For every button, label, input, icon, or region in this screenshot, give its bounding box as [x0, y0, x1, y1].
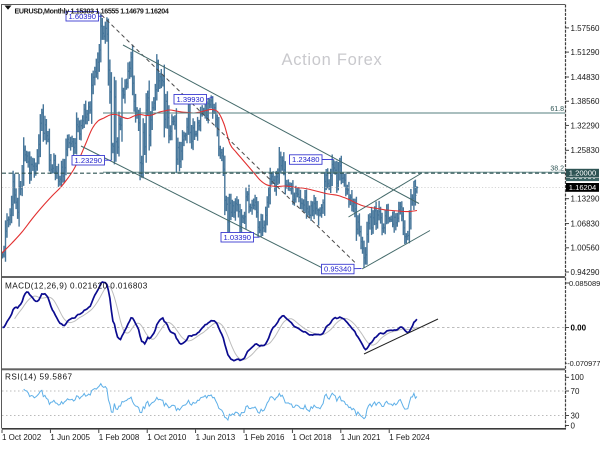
svg-text:1.20000: 1.20000	[569, 169, 596, 178]
svg-text:1 Jun 2013: 1 Jun 2013	[196, 433, 236, 442]
svg-text:1 Oct 2002: 1 Oct 2002	[2, 433, 42, 442]
svg-text:30: 30	[571, 411, 580, 420]
svg-text:0.085089: 0.085089	[569, 279, 600, 288]
svg-text:0.00: 0.00	[571, 323, 587, 332]
svg-text:1.32290: 1.32290	[571, 121, 600, 130]
svg-text:1 Feb 2008: 1 Feb 2008	[99, 433, 140, 442]
svg-text:RSI(14) 59.5867: RSI(14) 59.5867	[5, 372, 73, 381]
svg-text:0.95340: 0.95340	[324, 265, 351, 274]
svg-text:0: 0	[571, 421, 576, 430]
svg-text:1.03390: 1.03390	[224, 233, 251, 242]
svg-text:1.51290: 1.51290	[571, 48, 600, 57]
svg-text:1.00560: 1.00560	[571, 244, 600, 253]
svg-text:1.16204: 1.16204	[569, 183, 596, 192]
svg-text:100: 100	[571, 373, 585, 382]
svg-text:1.38560: 1.38560	[571, 97, 600, 106]
svg-text:1 Oct 2018: 1 Oct 2018	[292, 433, 332, 442]
svg-text:1 Oct 2010: 1 Oct 2010	[147, 433, 187, 442]
svg-text:1 Jun 2021: 1 Jun 2021	[341, 433, 381, 442]
svg-text:1 Feb 2016: 1 Feb 2016	[244, 433, 285, 442]
svg-text:1.57560: 1.57560	[571, 24, 600, 33]
svg-text:61.8: 61.8	[550, 106, 564, 113]
svg-text:1.23290: 1.23290	[75, 156, 102, 165]
svg-text:1.25830: 1.25830	[571, 146, 600, 155]
svg-text:1.06830: 1.06830	[571, 220, 600, 229]
svg-text:MACD(12,26,9) 0.021620 0.01680: MACD(12,26,9) 0.021620 0.016803	[5, 281, 148, 290]
svg-text:1.44830: 1.44830	[571, 73, 600, 82]
svg-text:1.23480: 1.23480	[292, 155, 319, 164]
svg-text:-0.070977: -0.070977	[567, 359, 600, 368]
svg-text:Action Forex: Action Forex	[281, 51, 382, 69]
svg-text:1 Jun 2005: 1 Jun 2005	[50, 433, 90, 442]
svg-text:1.39930: 1.39930	[177, 95, 204, 104]
svg-text:1 Feb 2024: 1 Feb 2024	[389, 433, 430, 442]
svg-text:1.13290: 1.13290	[571, 195, 600, 204]
svg-text:EURUSD,Monthly 1.15303 1.1655: EURUSD,Monthly 1.15303 1.16555 1.14679 1…	[15, 8, 169, 16]
svg-text:1.60390: 1.60390	[69, 12, 96, 21]
svg-text:0.94290: 0.94290	[571, 268, 600, 277]
svg-text:70: 70	[571, 387, 580, 396]
svg-text:38.2: 38.2	[550, 165, 564, 172]
